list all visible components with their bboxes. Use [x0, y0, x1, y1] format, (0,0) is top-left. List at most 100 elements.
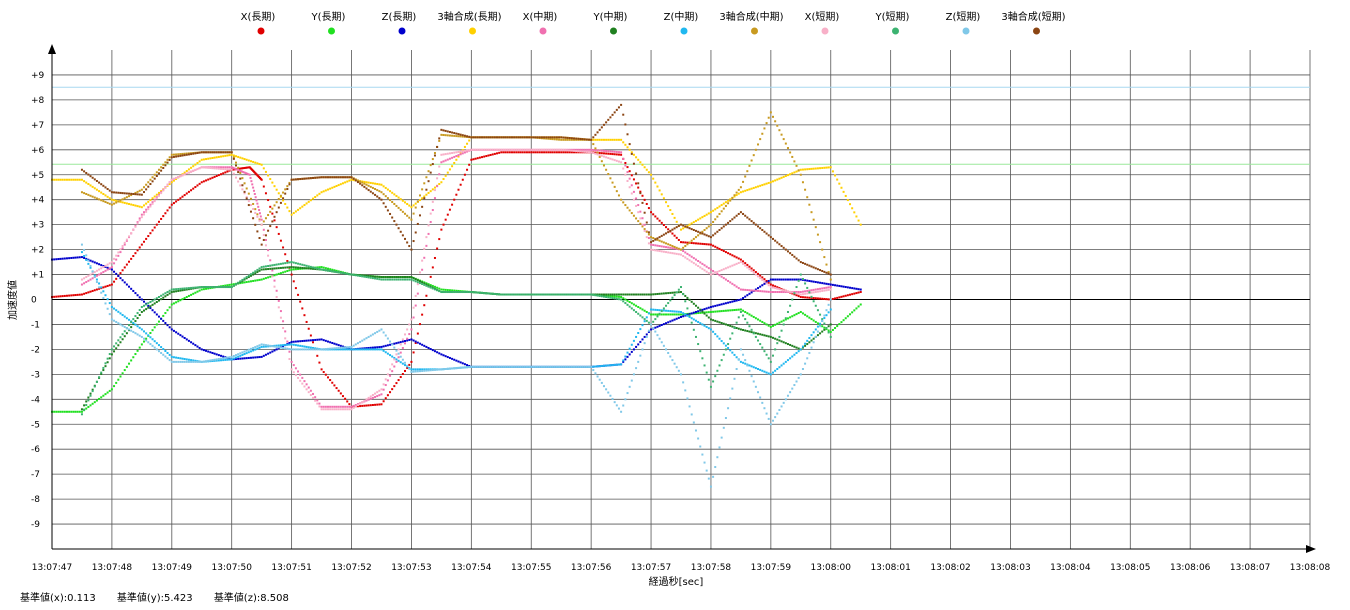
- data-point: [164, 161, 167, 164]
- data-point: [269, 275, 272, 278]
- data-point: [528, 151, 531, 154]
- data-point: [814, 304, 817, 307]
- data-point: [153, 200, 156, 203]
- data-point: [797, 279, 800, 282]
- data-point: [393, 202, 396, 205]
- data-point: [742, 314, 745, 317]
- data-point: [59, 257, 62, 260]
- data-point: [153, 340, 156, 343]
- data-point: [455, 132, 458, 135]
- data-point: [354, 405, 357, 408]
- data-point: [767, 357, 770, 360]
- data-point: [106, 266, 109, 269]
- data-point: [123, 266, 126, 269]
- data-point: [658, 236, 661, 239]
- data-point: [673, 234, 676, 237]
- data-point: [100, 267, 103, 270]
- data-point: [140, 243, 143, 246]
- data-point: [570, 138, 573, 141]
- data-point: [253, 192, 256, 195]
- data-point: [286, 206, 289, 209]
- data-point: [132, 228, 135, 231]
- data-point: [142, 240, 145, 243]
- data-point: [699, 350, 702, 353]
- data-point: [594, 294, 597, 297]
- data-point: [247, 276, 250, 279]
- data-point: [288, 266, 291, 269]
- data-point: [98, 268, 101, 271]
- data-point: [748, 364, 751, 367]
- data-point: [496, 148, 499, 151]
- data-point: [134, 252, 137, 255]
- data-point: [759, 396, 762, 399]
- data-point: [795, 351, 798, 354]
- data-point: [543, 136, 546, 139]
- data-point: [130, 359, 133, 362]
- data-point: [545, 365, 548, 368]
- data-point: [481, 365, 484, 368]
- data-point: [269, 344, 272, 347]
- data-point: [324, 269, 327, 272]
- data-point: [288, 181, 291, 184]
- data-point: [791, 155, 794, 158]
- data-point: [455, 289, 458, 292]
- data-point: [560, 365, 563, 368]
- data-point: [553, 148, 556, 151]
- data-point: [93, 275, 96, 278]
- data-point: [324, 339, 327, 342]
- data-point: [481, 136, 484, 139]
- data-point: [119, 312, 122, 315]
- data-point: [763, 280, 766, 283]
- data-point: [91, 195, 94, 198]
- data-point: [816, 288, 819, 291]
- data-point: [641, 338, 644, 341]
- data-point: [314, 338, 317, 341]
- data-point: [200, 181, 203, 184]
- data-point: [746, 294, 749, 297]
- data-point: [673, 310, 676, 313]
- data-point: [840, 186, 843, 189]
- data-point: [620, 151, 623, 154]
- data-point: [399, 278, 402, 281]
- data-point: [307, 200, 310, 203]
- data-point: [183, 194, 186, 197]
- data-point: [354, 404, 357, 407]
- data-point: [243, 357, 246, 360]
- data-point: [185, 152, 188, 155]
- data-point: [326, 340, 329, 343]
- data-point: [461, 362, 464, 365]
- data-point: [635, 204, 638, 207]
- data-point: [279, 239, 282, 242]
- data-point: [258, 212, 261, 215]
- data-point: [376, 195, 379, 198]
- data-point: [198, 286, 201, 289]
- data-point: [153, 311, 156, 314]
- data-point: [346, 348, 349, 351]
- data-point: [470, 148, 473, 151]
- data-point: [132, 322, 135, 325]
- data-point: [699, 266, 702, 269]
- data-point: [305, 177, 308, 180]
- data-point: [508, 293, 511, 296]
- data-point: [446, 356, 449, 359]
- data-point: [812, 331, 815, 334]
- data-point: [106, 263, 109, 266]
- data-point: [825, 327, 828, 330]
- data-point: [784, 248, 787, 251]
- data-point: [757, 225, 760, 228]
- data-point: [89, 278, 92, 281]
- data-point: [588, 138, 591, 141]
- data-point: [857, 219, 860, 222]
- data-point: [654, 181, 657, 184]
- data-point: [613, 293, 616, 296]
- data-point: [727, 309, 730, 312]
- data-point: [230, 286, 233, 289]
- data-point: [481, 291, 484, 294]
- data-point: [547, 137, 550, 140]
- data-point: [254, 208, 257, 211]
- data-point: [429, 220, 432, 223]
- data-point: [620, 153, 623, 156]
- data-point: [487, 292, 490, 295]
- data-point: [273, 279, 276, 282]
- data-point: [249, 350, 252, 353]
